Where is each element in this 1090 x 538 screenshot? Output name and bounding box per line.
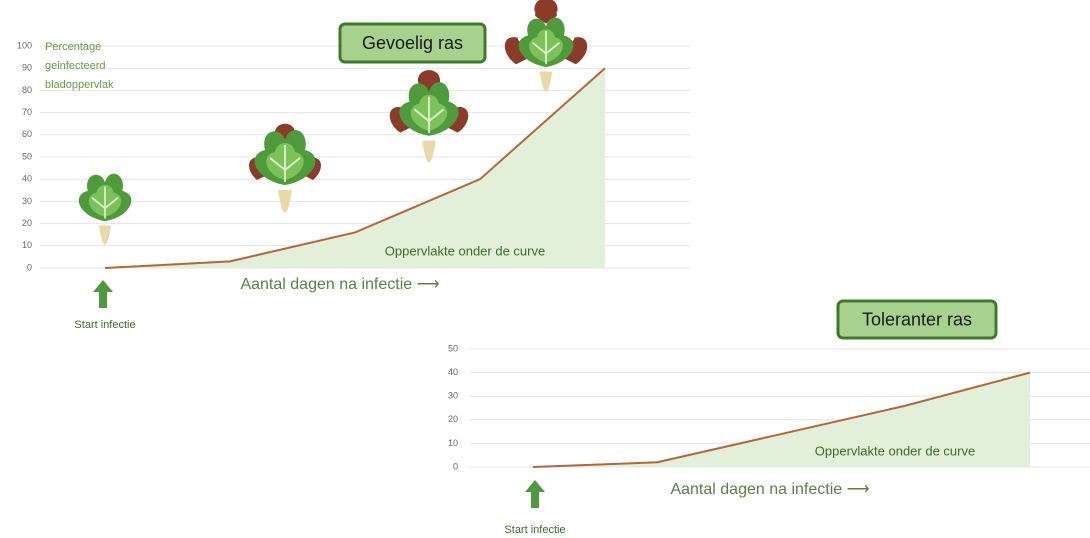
plant — [398, 81, 460, 164]
y-tick-label: 10 — [448, 438, 458, 448]
annotation: Oppervlakte onder de curve — [815, 443, 975, 458]
plant — [77, 172, 133, 246]
y-tick-label: 80 — [22, 85, 32, 95]
start-arrow — [93, 280, 113, 308]
plant — [253, 128, 317, 214]
y-tick-label: 40 — [22, 174, 32, 184]
x-axis-label: Aantal dagen na infectie ⟶ — [240, 276, 439, 293]
y-tick-label: 0 — [27, 262, 32, 272]
y-tick-label: 40 — [448, 367, 458, 377]
y-tick-label: 90 — [22, 63, 32, 73]
area — [533, 372, 1030, 467]
y-tick-label: 20 — [448, 414, 458, 424]
area — [105, 68, 605, 268]
title-box — [338, 22, 487, 64]
y-tick-label: 30 — [22, 196, 32, 206]
title-box — [836, 299, 998, 340]
y-tick-label: 50 — [22, 151, 32, 161]
start-label: Start infectie — [504, 524, 565, 536]
y-tick-label: 30 — [448, 391, 458, 401]
y-tick-label: 70 — [22, 107, 32, 117]
y-tick-label: 60 — [22, 129, 32, 139]
start-arrow — [525, 480, 545, 508]
start-label: Start infectie — [74, 319, 135, 331]
y-tick-label: 50 — [448, 343, 458, 353]
x-axis-label: Aantal dagen na infectie ⟶ — [670, 481, 869, 498]
chart-title: Toleranter ras — [862, 309, 972, 329]
y-tick-label: 0 — [453, 461, 458, 471]
line — [104, 67, 606, 269]
annotation: Oppervlakte onder de curve — [385, 243, 545, 258]
y-tick-label: 20 — [22, 218, 32, 228]
line — [532, 371, 1031, 468]
y-axis-label: Percentage geinfecteerd bladoppervlak — [45, 41, 114, 91]
y-tick-label: 10 — [22, 240, 32, 250]
plant — [517, 16, 575, 93]
y-tick-label: 100 — [17, 40, 32, 50]
chart-title: Gevoelig ras — [362, 33, 463, 53]
